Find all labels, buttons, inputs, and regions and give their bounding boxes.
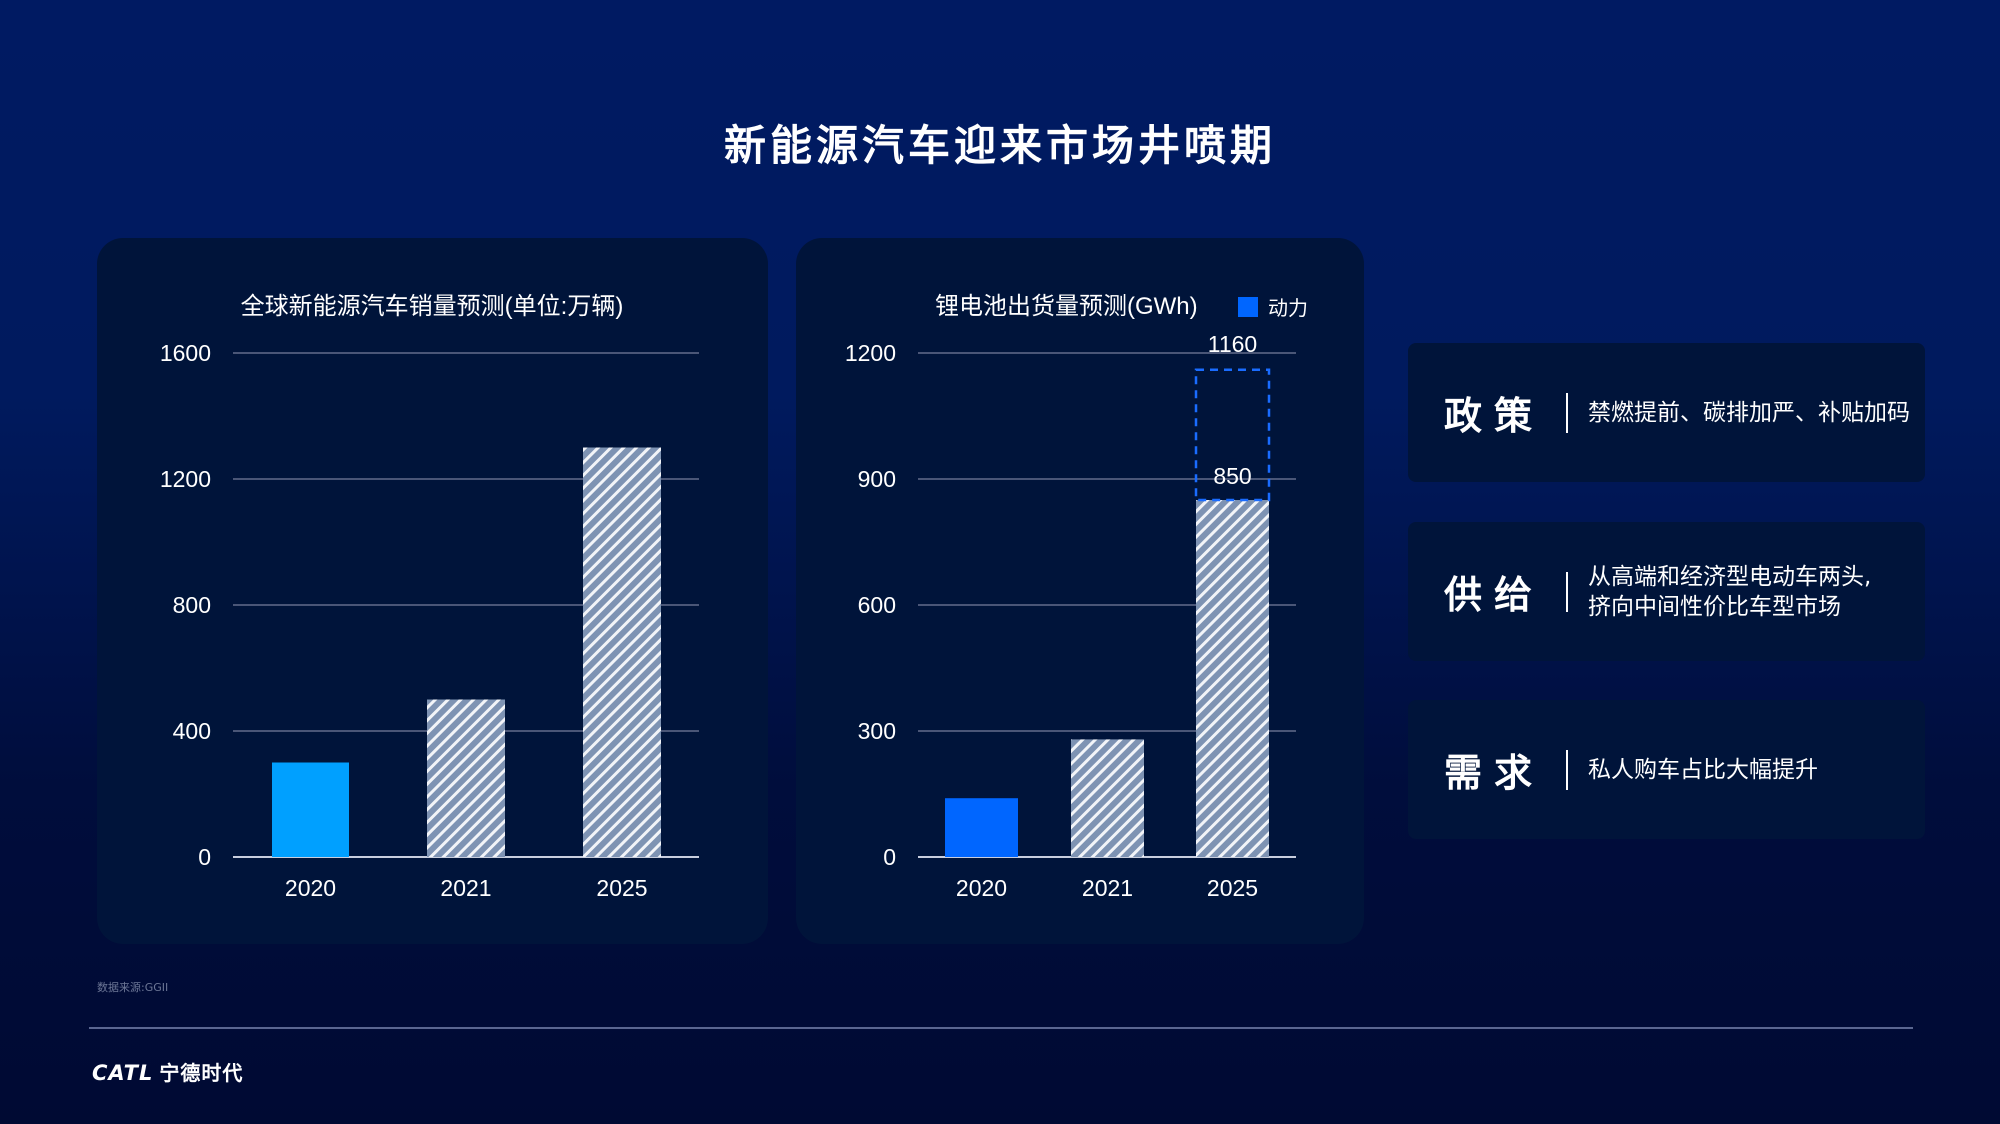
bar-2020 [945, 798, 1018, 857]
bar-2025 [1196, 500, 1269, 857]
bar-2020 [272, 762, 349, 857]
chart-title: 全球新能源汽车销量预测(单位:万辆) [241, 293, 624, 320]
bar-2021 [1071, 739, 1144, 857]
page-title: 新能源汽车迎来市场井喷期 [723, 121, 1276, 170]
y-tick-label: 600 [858, 592, 896, 618]
footer-divider [89, 1027, 1913, 1029]
x-tick-label: 2021 [1082, 875, 1133, 901]
divider [1566, 392, 1568, 433]
card-policy: 政策 禁燃提前、碳排加严、补贴加码 [1408, 343, 1925, 482]
y-tick-label: 1200 [845, 340, 896, 366]
card-desc: 禁燃提前、碳排加严、补贴加码 [1588, 399, 1910, 426]
bar-2021 [427, 699, 505, 857]
legend-label: 动力 [1268, 297, 1308, 320]
y-tick-label: 0 [198, 844, 211, 870]
card-head: 需求 [1444, 751, 1545, 795]
y-tick-label: 0 [883, 844, 896, 870]
y-tick-label: 1600 [160, 340, 211, 366]
data-label: 850 [1213, 463, 1251, 489]
chart-title: 锂电池出货量预测(GWh) [935, 293, 1198, 320]
card-desc: 私人购车占比大幅提升 [1588, 756, 1818, 783]
x-tick-label: 2020 [285, 875, 336, 901]
card-supply: 供给 从高端和经济型电动车两头, 挤向中间性价比车型市场 [1408, 522, 1925, 661]
y-tick-label: 900 [858, 466, 896, 492]
card-head: 政策 [1444, 394, 1545, 438]
card-desc: 从高端和经济型电动车两头, 挤向中间性价比车型市场 [1588, 563, 1872, 620]
catl-logo: CATL 宁德时代 [92, 1061, 244, 1085]
y-tick-label: 300 [858, 718, 896, 744]
x-tick-label: 2020 [956, 875, 1007, 901]
data-source: 数据来源:GGII [97, 981, 169, 994]
bar-2025 [583, 447, 661, 857]
y-tick-label: 400 [173, 718, 211, 744]
upper-estimate-dashed-box [1194, 368, 1271, 502]
x-tick-label: 2025 [596, 875, 647, 901]
legend-swatch [1238, 297, 1258, 317]
x-tick-label: 2025 [1207, 875, 1258, 901]
card-demand: 需求 私人购车占比大幅提升 [1408, 700, 1925, 839]
x-tick-label: 2021 [440, 875, 491, 901]
upper-estimate-label: 1160 [1208, 331, 1257, 357]
card-head: 供给 [1444, 573, 1545, 617]
y-tick-label: 800 [173, 592, 211, 618]
divider [1566, 749, 1568, 790]
divider [1566, 571, 1568, 612]
y-tick-label: 1200 [160, 466, 211, 492]
